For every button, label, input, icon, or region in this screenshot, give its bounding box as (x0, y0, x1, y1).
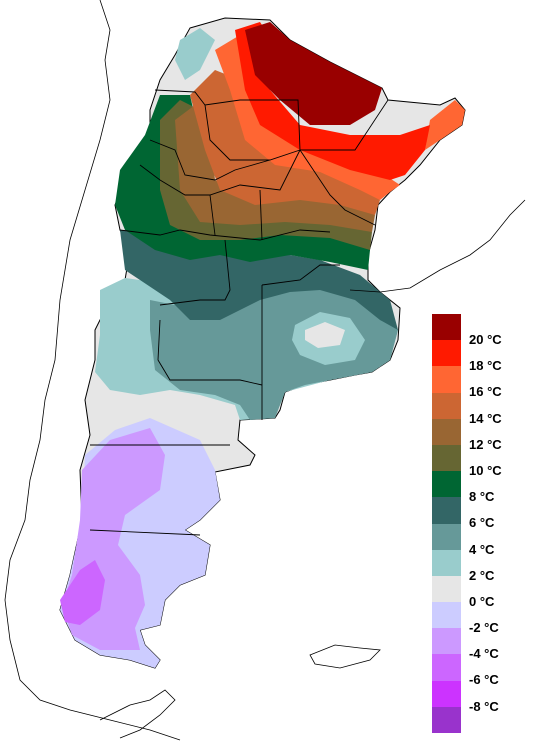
legend-swatch (432, 497, 461, 524)
legend-label: 6 °C (469, 515, 495, 531)
legend-row: 16 °C (432, 366, 532, 399)
legend-label: 12 °C (469, 436, 502, 452)
legend-row: -2 °C (432, 602, 532, 635)
legend-swatch (432, 392, 461, 419)
legend-swatch (432, 471, 461, 498)
neighbor-coastlines (4, 0, 526, 741)
legend-label: 0 °C (469, 593, 495, 609)
legend-swatch (432, 628, 461, 655)
legend-swatch (432, 575, 461, 603)
legend-row: 6 °C (432, 497, 532, 530)
legend-row: 12 °C (432, 418, 532, 452)
legend-label: 4 °C (469, 541, 495, 557)
legend-label: -2 °C (469, 620, 499, 636)
legend-swatch (432, 444, 461, 472)
legend-label: 18 °C (469, 358, 502, 374)
legend-swatch (432, 654, 461, 681)
temperature-legend: 20 °C 18 °C 16 °C 14 °C 12 °C 10 °C 8 °C 6 °C 4 … (432, 314, 532, 733)
isotherm-0-pocket (305, 322, 345, 348)
legend-swatch (432, 418, 461, 445)
legend-swatch (432, 602, 461, 629)
legend-swatch (432, 523, 461, 550)
legend-label: 10 °C (469, 462, 502, 478)
legend-row: 14 °C (432, 392, 532, 426)
legend-row: 18 °C (432, 340, 532, 373)
legend-label: -6 °C (469, 672, 499, 688)
isotherm-minus6 (60, 560, 105, 625)
legend-row (432, 706, 532, 733)
legend-label: 2 °C (469, 567, 495, 583)
legend-swatch (432, 340, 461, 367)
legend-label: -4 °C (469, 646, 499, 662)
isotherm-16 (215, 35, 465, 200)
legend-label: 16 °C (469, 384, 502, 400)
legend-row: -4 °C (432, 628, 532, 661)
legend-swatch (432, 314, 461, 341)
province-boundaries (89, 89, 389, 536)
legend-label: 20 °C (469, 332, 502, 347)
andes-cold-strip (175, 28, 215, 80)
legend-swatch (432, 549, 461, 576)
legend-row: -8 °C (432, 680, 532, 714)
isotherm-18 (235, 22, 430, 180)
legend-row: -6 °C (432, 654, 532, 687)
legend-row: 10 °C (432, 444, 532, 478)
legend-swatch (432, 706, 461, 733)
legend-swatch (432, 680, 461, 707)
legend-row: 4 °C (432, 523, 532, 557)
legend-label: 8 °C (469, 489, 495, 505)
legend-row: 8 °C (432, 471, 532, 504)
legend-label: -8 °C (469, 698, 499, 714)
legend-swatch (432, 366, 461, 393)
legend-label: 14 °C (469, 410, 502, 426)
legend-row: 0 °C (432, 575, 532, 609)
legend-row: 2 °C (432, 549, 532, 583)
isotherm-20 (245, 22, 382, 125)
legend-row: 20 °C (432, 314, 532, 347)
